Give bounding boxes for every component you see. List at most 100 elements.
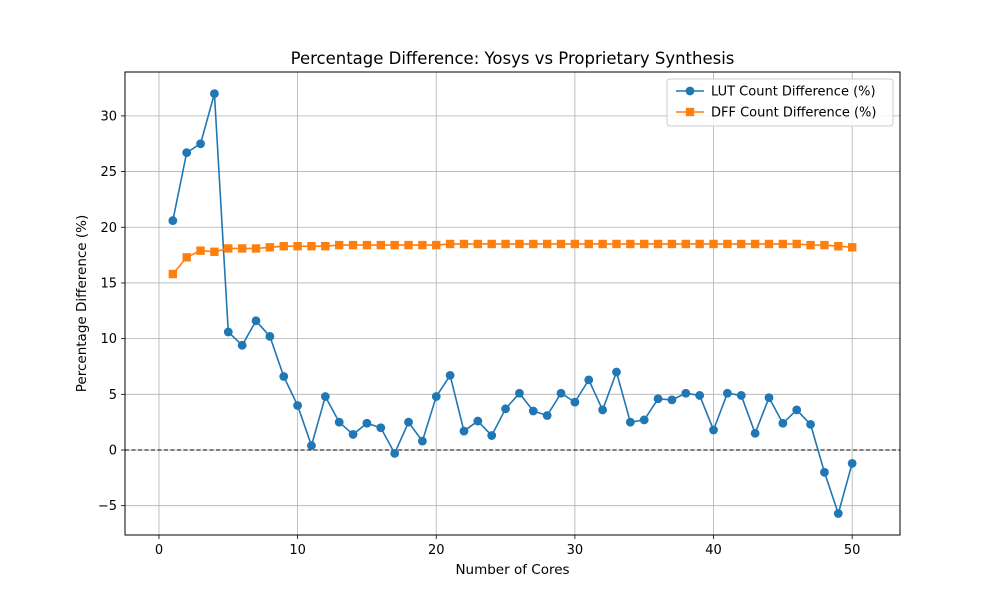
series-1-point xyxy=(847,458,857,468)
series-2-point xyxy=(293,241,302,251)
series-1-point xyxy=(806,420,815,429)
series-2-point xyxy=(321,241,330,251)
series-1-point xyxy=(265,332,275,341)
series-1-point xyxy=(556,388,566,398)
series-1-point xyxy=(653,394,663,404)
legend-marker xyxy=(685,86,695,96)
series-2-point xyxy=(445,239,455,249)
series-1-point xyxy=(320,392,330,401)
legend-box xyxy=(666,78,894,127)
series-2-point xyxy=(667,239,677,249)
series-2-point xyxy=(820,240,829,250)
series-1-point xyxy=(362,418,372,428)
series-1-point xyxy=(764,393,774,403)
chart-title: Percentage Difference: Yosys vs Propriet… xyxy=(291,49,735,68)
series-2-point xyxy=(695,239,704,249)
x-tick-label: 30 xyxy=(567,543,584,558)
series-2 xyxy=(168,239,857,279)
series-2-point xyxy=(640,239,649,249)
series-2-point xyxy=(279,241,288,251)
series-2-point xyxy=(764,239,774,249)
y-tick-label: 20 xyxy=(100,221,117,236)
series-2-point xyxy=(709,239,718,249)
series-2-point xyxy=(265,243,275,252)
series-2-point xyxy=(584,239,593,249)
series-1-point xyxy=(168,216,178,225)
series-1-point xyxy=(598,405,608,415)
y-tick-label: 10 xyxy=(100,332,117,347)
series-2-point xyxy=(681,239,691,249)
x-tick-label: 0 xyxy=(155,543,163,558)
series-1-point xyxy=(750,428,760,438)
legend-label: DFF Count Difference (%) xyxy=(711,106,876,121)
series-1-point xyxy=(681,388,691,398)
x-tick-label: 20 xyxy=(428,543,445,558)
series-1-point xyxy=(293,401,303,410)
grid xyxy=(125,72,900,535)
series-2-point xyxy=(723,239,732,249)
series-1-point xyxy=(625,417,635,427)
series-2-point xyxy=(390,240,399,250)
series-2-point xyxy=(653,239,663,249)
series-2-point xyxy=(556,239,566,249)
series-2-point xyxy=(224,244,233,253)
series-2-point xyxy=(459,239,469,249)
series-2-point xyxy=(487,239,496,249)
y-tick-label: 0 xyxy=(109,444,117,459)
x-tick-label: 40 xyxy=(705,543,722,558)
series-1-point xyxy=(279,372,289,381)
series-2-point xyxy=(334,240,344,250)
series-1-point xyxy=(515,388,524,398)
series-1-point xyxy=(709,425,718,435)
series-2-point xyxy=(570,239,580,249)
legend: LUT Count Difference (%) DFF Count Differ… xyxy=(666,78,894,127)
series-1-point xyxy=(487,431,497,440)
legend-label: LUT Count Difference (%) xyxy=(711,85,876,100)
series-2-point xyxy=(626,239,635,249)
series-2-point xyxy=(362,240,372,250)
series-1-point xyxy=(528,406,538,416)
series-2-point xyxy=(806,240,815,250)
series-1-point xyxy=(210,89,219,99)
series-2-point xyxy=(432,240,441,250)
series-2-point xyxy=(792,239,801,249)
series-2-point xyxy=(737,239,746,249)
series-1-point xyxy=(736,391,746,400)
series-1 xyxy=(168,89,857,518)
series-1-point xyxy=(417,436,427,446)
series-1-point xyxy=(695,391,705,400)
x-tick-label: 50 xyxy=(844,543,861,558)
ticks: 0 10 20 30 40 50 −5 0 5 10 15 20 25 30 xyxy=(98,109,861,558)
series-1-point xyxy=(612,367,621,377)
series-1-point xyxy=(334,417,344,427)
series-2-point xyxy=(251,244,261,253)
series-2-point xyxy=(404,240,413,250)
series-1-point xyxy=(792,405,802,415)
y-tick-label: −5 xyxy=(98,499,117,514)
y-axis-title: Percentage Difference (%) xyxy=(74,215,90,392)
series-2-point xyxy=(196,246,205,255)
series-1-point xyxy=(473,416,483,426)
series-2-point xyxy=(210,247,219,256)
series-2-point xyxy=(542,239,552,249)
series-1-point xyxy=(667,395,677,405)
series-1-point xyxy=(182,148,192,158)
series-2-point xyxy=(501,239,510,249)
series-1-point xyxy=(307,441,316,450)
series-2-point xyxy=(834,241,843,251)
series-1-point xyxy=(778,418,788,428)
series-1-point xyxy=(501,404,510,414)
series-2-point xyxy=(750,239,760,249)
x-tick-label: 10 xyxy=(289,543,306,558)
series-1-point xyxy=(196,139,205,149)
series-1-point xyxy=(542,411,552,420)
series-1-point xyxy=(722,388,732,398)
legend-item: LUT Count Difference (%) xyxy=(676,85,876,100)
series-1-point xyxy=(459,426,469,436)
series-1-point xyxy=(445,370,455,380)
plot-frame xyxy=(124,71,901,536)
series-1-point xyxy=(431,392,441,401)
x-axis-title: Number of Cores xyxy=(455,562,569,578)
y-tick-label: 25 xyxy=(100,165,117,180)
